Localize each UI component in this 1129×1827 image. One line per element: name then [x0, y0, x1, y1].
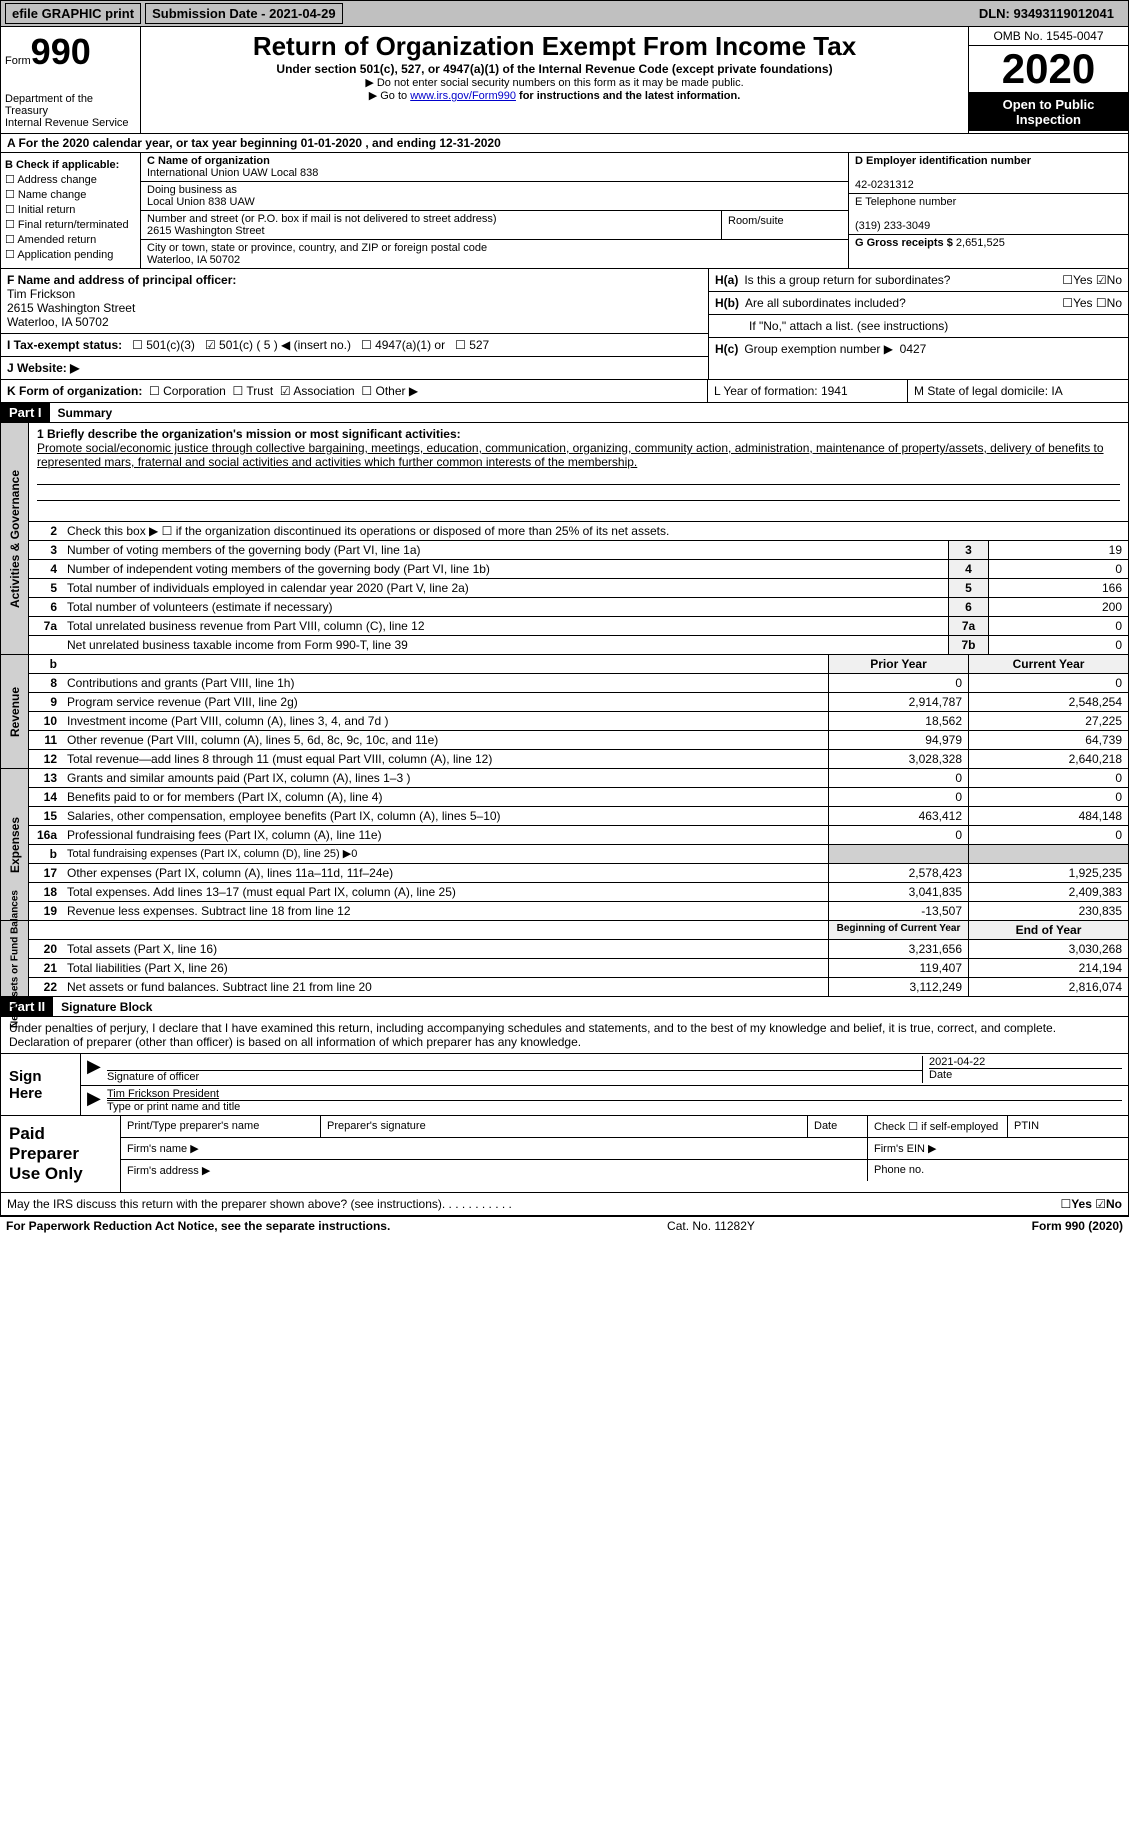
vlabel-revenue: Revenue: [8, 686, 22, 736]
entity-info-grid: B Check if applicable: ☐ Address change …: [0, 153, 1129, 269]
part-2-header: Part II Signature Block: [0, 997, 1129, 1017]
dba-cell: Doing business asLocal Union 838 UAW: [141, 182, 848, 211]
website-row: J Website: ▶: [1, 357, 708, 379]
vlabel-fund-balances: Net Assets or Fund Balances: [9, 889, 20, 1027]
preparer-signature-label: Preparer's signature: [321, 1116, 808, 1137]
sign-here-block: Sign Here ▶ Signature of officer 2021-04…: [0, 1054, 1129, 1116]
line-13: Grants and similar amounts paid (Part IX…: [63, 769, 828, 787]
org-name-cell: C Name of organizationInternational Unio…: [141, 153, 848, 182]
instructions-link-row: ▶ Go to www.irs.gov/Form990 for instruct…: [145, 89, 964, 102]
line-7a: Total unrelated business revenue from Pa…: [63, 617, 948, 635]
revenue-section: Revenue bPrior YearCurrent Year 8Contrib…: [0, 655, 1129, 769]
line-6: Total number of volunteers (estimate if …: [63, 598, 948, 616]
line-7b: Net unrelated business taxable income fr…: [63, 636, 948, 654]
paid-preparer-block: Paid Preparer Use Only Print/Type prepar…: [0, 1116, 1129, 1193]
line-14: Benefits paid to or for members (Part IX…: [63, 788, 828, 806]
preparer-date-label: Date: [808, 1116, 868, 1137]
expenses-section: Expenses 13Grants and similar amounts pa…: [0, 769, 1129, 921]
vlabel-activities: Activities & Governance: [8, 469, 22, 607]
form-header: Form990 Department of the Treasury Inter…: [0, 27, 1129, 134]
line-19: Revenue less expenses. Subtract line 18 …: [63, 902, 828, 920]
privacy-note: ▶ Do not enter social security numbers o…: [145, 76, 964, 89]
instructions-link[interactable]: www.irs.gov/Form990: [410, 90, 516, 102]
page-footer: For Paperwork Reduction Act Notice, see …: [0, 1216, 1129, 1235]
form-title: Return of Organization Exempt From Incom…: [145, 31, 964, 62]
line-9: Program service revenue (Part VIII, line…: [63, 693, 828, 711]
net-assets-section: Net Assets or Fund Balances Beginning of…: [0, 921, 1129, 997]
firm-ein-field[interactable]: Firm's EIN ▶: [868, 1138, 1128, 1159]
signature-date: 2021-04-22 Date: [922, 1056, 1122, 1083]
submission-date: Submission Date - 2021-04-29: [145, 3, 343, 24]
firm-address-field[interactable]: Firm's address ▶: [121, 1160, 868, 1181]
ptin-label: PTIN: [1008, 1116, 1128, 1137]
row-a-period: A For the 2020 calendar year, or tax yea…: [0, 134, 1129, 153]
open-inspection: Open to Public Inspection: [969, 93, 1128, 131]
part-1-header: Part I Summary: [0, 403, 1129, 423]
omb-number: OMB No. 1545-0047: [969, 27, 1128, 46]
principal-officer: F Name and address of principal officer:…: [1, 269, 708, 334]
self-employed-check[interactable]: Check ☐ if self-employed: [868, 1116, 1008, 1137]
line-16b: Total fundraising expenses (Part IX, col…: [63, 845, 828, 863]
line-11: Other revenue (Part VIII, column (A), li…: [63, 731, 828, 749]
line-21: Total liabilities (Part X, line 26): [63, 959, 828, 977]
year-formation: L Year of formation: 1941: [708, 380, 908, 402]
h-c-exemption: H(c)Group exemption number ▶ 0427: [709, 338, 1128, 360]
officer-status-row: F Name and address of principal officer:…: [0, 269, 1129, 380]
ein-cell: D Employer identification number42-02313…: [849, 153, 1128, 194]
discuss-with-preparer: May the IRS discuss this return with the…: [0, 1193, 1129, 1216]
officer-signature-field[interactable]: Signature of officer: [107, 1056, 922, 1083]
vlabel-expenses: Expenses: [8, 816, 22, 872]
gross-receipts-cell: G Gross receipts $ 2,651,525: [849, 235, 1128, 251]
line-10: Investment income (Part VIII, column (A)…: [63, 712, 828, 730]
org-form-row: K Form of organization: ☐ Corporation ☐ …: [0, 380, 1129, 403]
city-cell: City or town, state or province, country…: [141, 240, 848, 268]
mission-cell: 1 Briefly describe the organization's mi…: [29, 423, 1128, 522]
dln-label: DLN: 93493119012041: [973, 4, 1120, 23]
top-bar: efile GRAPHIC print Submission Date - 20…: [0, 0, 1129, 27]
line-16a: Professional fundraising fees (Part IX, …: [63, 826, 828, 844]
line-22: Net assets or fund balances. Subtract li…: [63, 978, 828, 996]
line-20: Total assets (Part X, line 16): [63, 940, 828, 958]
officer-name-field: Tim Frickson President Type or print nam…: [107, 1088, 1122, 1113]
line-18: Total expenses. Add lines 13–17 (must eq…: [63, 883, 828, 901]
form-subtitle: Under section 501(c), 527, or 4947(a)(1)…: [145, 62, 964, 76]
street-cell: Number and street (or P.O. box if mail i…: [141, 211, 848, 240]
form-number: Form990: [5, 31, 136, 73]
h-a-group-return: H(a)Is this a group return for subordina…: [709, 269, 1128, 292]
activities-governance-section: Activities & Governance 1 Briefly descri…: [0, 423, 1129, 655]
firm-name-field[interactable]: Firm's name ▶: [121, 1138, 868, 1159]
line-5: Total number of individuals employed in …: [63, 579, 948, 597]
preparer-name-label: Print/Type preparer's name: [121, 1116, 321, 1137]
telephone-cell: E Telephone number(319) 233-3049: [849, 194, 1128, 235]
line-2: Check this box ▶ ☐ if the organization d…: [63, 522, 1128, 540]
line-15: Salaries, other compensation, employee b…: [63, 807, 828, 825]
line-3: Number of voting members of the governin…: [63, 541, 948, 559]
line-4: Number of independent voting members of …: [63, 560, 948, 578]
line-8: Contributions and grants (Part VIII, lin…: [63, 674, 828, 692]
col-b-checkboxes: B Check if applicable: ☐ Address change …: [1, 153, 141, 268]
h-b-subordinates: H(b)Are all subordinates included? ☐Yes …: [709, 292, 1128, 315]
tax-year: 2020: [969, 46, 1128, 93]
penalty-statement: Under penalties of perjury, I declare th…: [0, 1017, 1129, 1054]
dept-label: Department of the Treasury Internal Reve…: [5, 93, 136, 129]
line-17: Other expenses (Part IX, column (A), lin…: [63, 864, 828, 882]
line-12: Total revenue—add lines 8 through 11 (mu…: [63, 750, 828, 768]
state-domicile: M State of legal domicile: IA: [908, 380, 1128, 402]
form-of-org: K Form of organization: ☐ Corporation ☐ …: [1, 380, 708, 402]
tax-exempt-status: I Tax-exempt status: ☐ 501(c)(3) ☑ 501(c…: [1, 334, 708, 357]
phone-field[interactable]: Phone no.: [868, 1160, 1128, 1181]
h-b-note: If "No," attach a list. (see instruction…: [709, 315, 1128, 338]
efile-button[interactable]: efile GRAPHIC print: [5, 3, 141, 24]
